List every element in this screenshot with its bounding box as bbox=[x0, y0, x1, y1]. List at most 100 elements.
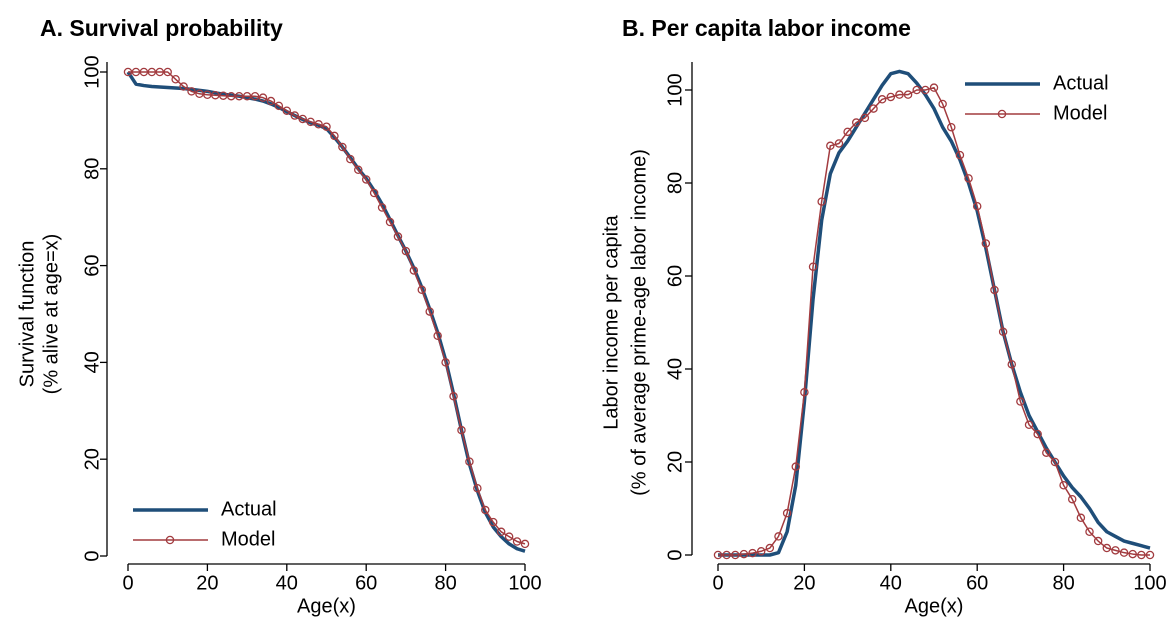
series-marker bbox=[713, 550, 723, 560]
series-marker bbox=[203, 90, 212, 99]
y-tick-label: 80 bbox=[81, 158, 103, 180]
series-marker bbox=[1067, 494, 1077, 504]
series-marker bbox=[1016, 397, 1025, 406]
x-tick-label: 80 bbox=[1052, 572, 1074, 594]
series-marker bbox=[473, 483, 482, 493]
series-marker bbox=[258, 93, 268, 102]
y-tick-label: 0 bbox=[81, 550, 103, 561]
series-marker bbox=[250, 91, 260, 101]
x-tick-label: 100 bbox=[508, 572, 541, 594]
series-marker bbox=[1128, 549, 1137, 559]
series-marker bbox=[955, 150, 965, 160]
series-marker bbox=[972, 201, 982, 211]
series-marker bbox=[808, 262, 818, 271]
y-axis-label: (% of average prime-age labor income) bbox=[628, 149, 650, 496]
series-marker bbox=[417, 285, 427, 295]
series-line bbox=[718, 86, 1150, 556]
panel-title: B. Per capita labor income bbox=[622, 15, 911, 41]
series-marker bbox=[1119, 548, 1129, 557]
y-tick-label: 40 bbox=[664, 358, 686, 380]
series-marker bbox=[912, 85, 921, 95]
series-marker bbox=[393, 232, 403, 241]
series-line bbox=[718, 69, 1151, 557]
series-marker bbox=[1102, 543, 1112, 553]
x-tick-label: 80 bbox=[434, 572, 456, 594]
series-marker bbox=[457, 425, 466, 435]
series-marker bbox=[242, 91, 252, 101]
series-marker bbox=[834, 139, 844, 148]
series-marker bbox=[817, 197, 826, 206]
series-marker bbox=[520, 539, 530, 549]
series-marker bbox=[1024, 420, 1034, 430]
x-axis-label: Age(x) bbox=[297, 595, 356, 617]
series-marker bbox=[765, 543, 775, 553]
series-marker bbox=[921, 85, 930, 95]
x-tick-label: 60 bbox=[966, 572, 988, 594]
series-marker bbox=[791, 462, 801, 471]
legend-marker bbox=[165, 535, 175, 545]
series-marker bbox=[226, 91, 236, 101]
series-marker bbox=[409, 266, 419, 275]
x-tick-label: 100 bbox=[1133, 572, 1166, 594]
series-marker bbox=[1050, 457, 1060, 467]
series-marker bbox=[401, 246, 411, 256]
series-marker bbox=[800, 387, 809, 397]
series-marker bbox=[369, 188, 379, 198]
series-marker bbox=[496, 527, 506, 537]
series-marker bbox=[929, 83, 939, 92]
series-marker bbox=[195, 89, 204, 99]
series-marker bbox=[895, 90, 904, 99]
y-tick-label: 60 bbox=[664, 265, 686, 287]
series-marker bbox=[377, 203, 387, 212]
series-marker bbox=[748, 548, 757, 558]
series-line bbox=[128, 71, 526, 545]
y-tick-label: 20 bbox=[81, 448, 103, 470]
series-marker bbox=[860, 113, 870, 123]
series-marker bbox=[147, 67, 157, 77]
series-marker bbox=[441, 358, 450, 367]
series-marker bbox=[731, 550, 740, 560]
series-marker bbox=[1042, 448, 1051, 457]
series-line bbox=[126, 71, 526, 553]
series-marker bbox=[1007, 360, 1017, 369]
x-tick-label: 20 bbox=[196, 572, 218, 594]
series-marker bbox=[981, 239, 991, 248]
series-marker bbox=[843, 127, 852, 137]
series-marker bbox=[322, 122, 331, 131]
series-marker bbox=[938, 99, 947, 109]
series-marker bbox=[163, 67, 172, 77]
legend-label: Actual bbox=[1053, 72, 1109, 94]
series-marker bbox=[722, 550, 731, 560]
series-marker bbox=[990, 285, 999, 295]
x-tick-label: 0 bbox=[712, 572, 723, 594]
series-marker bbox=[123, 67, 133, 77]
series-marker bbox=[998, 327, 1008, 337]
series-marker bbox=[155, 67, 165, 77]
series-marker bbox=[851, 118, 861, 127]
y-tick-label: 40 bbox=[81, 351, 103, 373]
series-marker bbox=[274, 101, 284, 111]
panel-title: A. Survival probability bbox=[40, 15, 283, 41]
x-tick-label: 60 bbox=[355, 572, 377, 594]
y-tick-label: 80 bbox=[664, 172, 686, 194]
series-marker bbox=[1076, 513, 1086, 523]
series-marker bbox=[947, 122, 956, 132]
series-marker bbox=[234, 91, 244, 101]
series-marker bbox=[346, 154, 355, 164]
x-tick-label: 40 bbox=[276, 572, 298, 594]
series-marker bbox=[465, 457, 474, 466]
series-marker bbox=[504, 532, 514, 541]
series-marker bbox=[338, 142, 347, 152]
legend-label: Model bbox=[1053, 102, 1107, 124]
series-marker bbox=[298, 114, 307, 124]
series-marker bbox=[1111, 546, 1120, 555]
series-marker bbox=[826, 141, 835, 151]
series-marker bbox=[1093, 536, 1103, 546]
series-marker bbox=[481, 505, 490, 515]
series-marker bbox=[139, 67, 149, 77]
series-marker bbox=[211, 90, 220, 100]
series-marker bbox=[131, 67, 141, 77]
x-axis-label: Age(x) bbox=[905, 595, 964, 617]
series-marker bbox=[1033, 429, 1042, 439]
